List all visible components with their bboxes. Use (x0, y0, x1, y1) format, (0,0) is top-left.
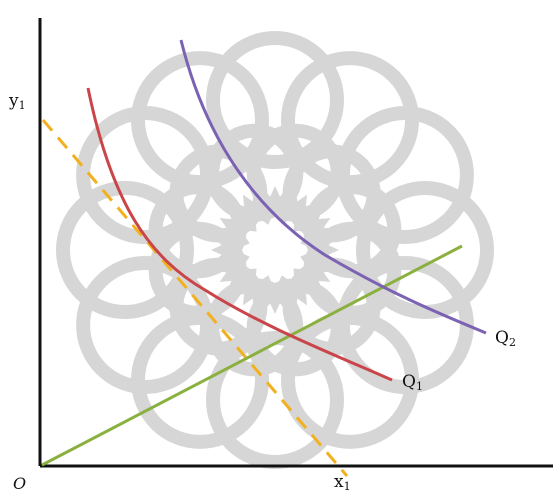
watermark-petal (356, 181, 494, 319)
ray-line (41, 244, 463, 467)
q2-label: Q2 (495, 328, 516, 349)
watermark-petal (206, 31, 344, 169)
curve-q2 (179, 39, 487, 335)
watermark-center-star (210, 185, 340, 315)
watermark-pattern (56, 31, 494, 469)
y-intercept-label: y1 (9, 91, 26, 112)
x-intercept-label: x1 (334, 472, 351, 493)
origin-label: O (13, 474, 27, 493)
watermark-petal (56, 181, 194, 319)
curve-q1 (86, 87, 393, 382)
budget-line (41, 119, 349, 477)
q1-label: Q1 (402, 372, 423, 393)
watermark-petal (206, 331, 344, 469)
